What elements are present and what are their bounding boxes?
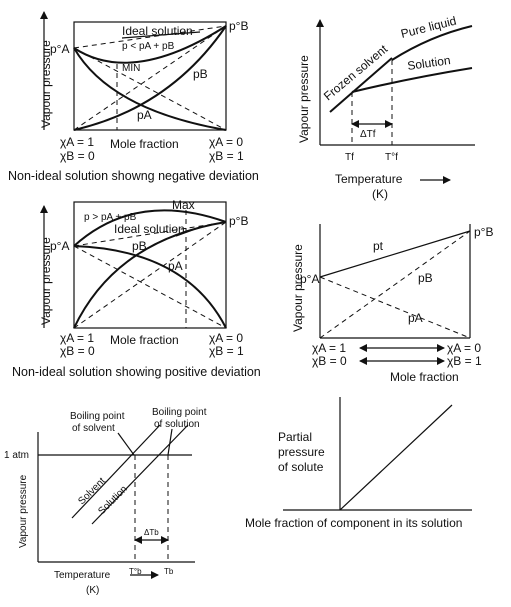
- ideal-solution-label: Ideal solution: [122, 24, 193, 38]
- xb0-label: χB = 0: [60, 344, 95, 358]
- temperature-label: Temperature: [335, 172, 403, 186]
- caption-negative: Non-ideal solution showng negative devia…: [8, 169, 259, 183]
- tf0-label: T°f: [385, 152, 398, 163]
- bp-solution-label-line1: Boiling point: [152, 407, 207, 418]
- pb0-label: p°B: [229, 214, 248, 228]
- linear-line: [340, 405, 452, 510]
- bp-solvent-label-line1: Boiling point: [70, 411, 125, 422]
- pa-ideal-line: [74, 246, 226, 328]
- y-axis-label: Vapour pressure: [291, 244, 305, 332]
- xb0-label: χB = 0: [312, 354, 347, 368]
- delta-tf-label: ΔTf: [360, 129, 376, 140]
- pa0-label: p°A: [50, 239, 69, 253]
- partial-label-line1: Partial: [278, 430, 312, 444]
- bp-solution-label-line2: of solution: [154, 419, 200, 430]
- solution-label: Solution: [406, 53, 451, 73]
- mole-fraction-label: Mole fraction: [110, 137, 179, 151]
- ideal-solution-label: Ideal solution: [114, 222, 185, 236]
- pa0-label: p°A: [300, 272, 319, 286]
- one-atm-label: 1 atm: [4, 450, 29, 461]
- xa0-label: χA = 0: [209, 331, 243, 345]
- pa0-label: p°A: [50, 42, 69, 56]
- xa0-label: χA = 0: [447, 341, 481, 355]
- xb0-label: χB = 0: [60, 149, 95, 163]
- frozen-solvent-label: Frozen solvent: [321, 42, 391, 104]
- mole-fraction-label: Mole fraction: [390, 370, 459, 384]
- temperature-label: Temperature: [54, 570, 111, 581]
- pt-line: [320, 231, 470, 277]
- xb1-label: χB = 1: [447, 354, 482, 368]
- pa-label: pA: [408, 311, 423, 325]
- pa-label: pA: [168, 259, 183, 273]
- x-axis-label: Mole fraction of component in its soluti…: [245, 516, 462, 530]
- pt-label: pt: [373, 239, 384, 253]
- y-axis-label: Vapour pressure: [18, 474, 29, 548]
- tb-label: Tb: [164, 567, 174, 576]
- pa-line: [320, 277, 470, 338]
- panel-negative-deviation: Vapour pressure p°A p°B Ideal solution p…: [8, 12, 259, 183]
- xa1-label: χA = 1: [60, 331, 94, 345]
- pa-label: pA: [137, 108, 152, 122]
- xa0-label: χA = 0: [209, 135, 243, 149]
- partial-label-line2: pressure: [278, 445, 325, 459]
- pb-ideal-line: [74, 222, 226, 328]
- pb-line: [320, 231, 470, 338]
- pb-label: pB: [132, 239, 147, 253]
- xa1-label: χA = 1: [60, 135, 94, 149]
- bp-solvent-label-line2: of solvent: [72, 423, 115, 434]
- pb0-label: p°B: [474, 225, 493, 239]
- bp-solvent-pointer: [118, 433, 134, 455]
- panel-freezing-point: Vapour pressure ΔTf Frozen solvent Pure …: [297, 14, 475, 201]
- y-axis-label: Vapour pressure: [297, 55, 311, 143]
- xb1-label: χB = 1: [209, 344, 244, 358]
- panel-positive-deviation: Vapour pressure p°A p°B p > pA + pB Max …: [12, 198, 261, 379]
- pure-liquid-label: Pure liquid: [399, 14, 457, 41]
- delta-tb-label: ΔTb: [144, 528, 159, 537]
- mole-fraction-label: Mole fraction: [110, 333, 179, 347]
- pb0-label: p°B: [229, 19, 248, 33]
- xb1-label: χB = 1: [209, 149, 244, 163]
- pb-label: pB: [193, 67, 208, 81]
- caption-positive: Non-ideal solution showing positive devi…: [12, 365, 261, 379]
- xa1-label: χA = 1: [312, 341, 346, 355]
- min-label: MIN: [122, 63, 140, 74]
- inequality-label: p < pA + pB: [122, 41, 175, 52]
- panel-boiling-point: Vapour pressure 1 atm ΔTb Boiling point …: [4, 407, 207, 596]
- panel-henry-law: Partial pressure of solute Mole fraction…: [245, 397, 472, 530]
- pb-label: pB: [418, 271, 433, 285]
- max-label: Max: [172, 198, 195, 212]
- partial-label-line3: of solute: [278, 460, 324, 474]
- unit-label: (K): [86, 585, 99, 596]
- unit-label: (K): [372, 187, 388, 201]
- panel-ideal-solution: Vapour pressure p°A p°B pt pB pA χA = 1 …: [291, 224, 493, 384]
- tf-label: Tf: [345, 152, 354, 163]
